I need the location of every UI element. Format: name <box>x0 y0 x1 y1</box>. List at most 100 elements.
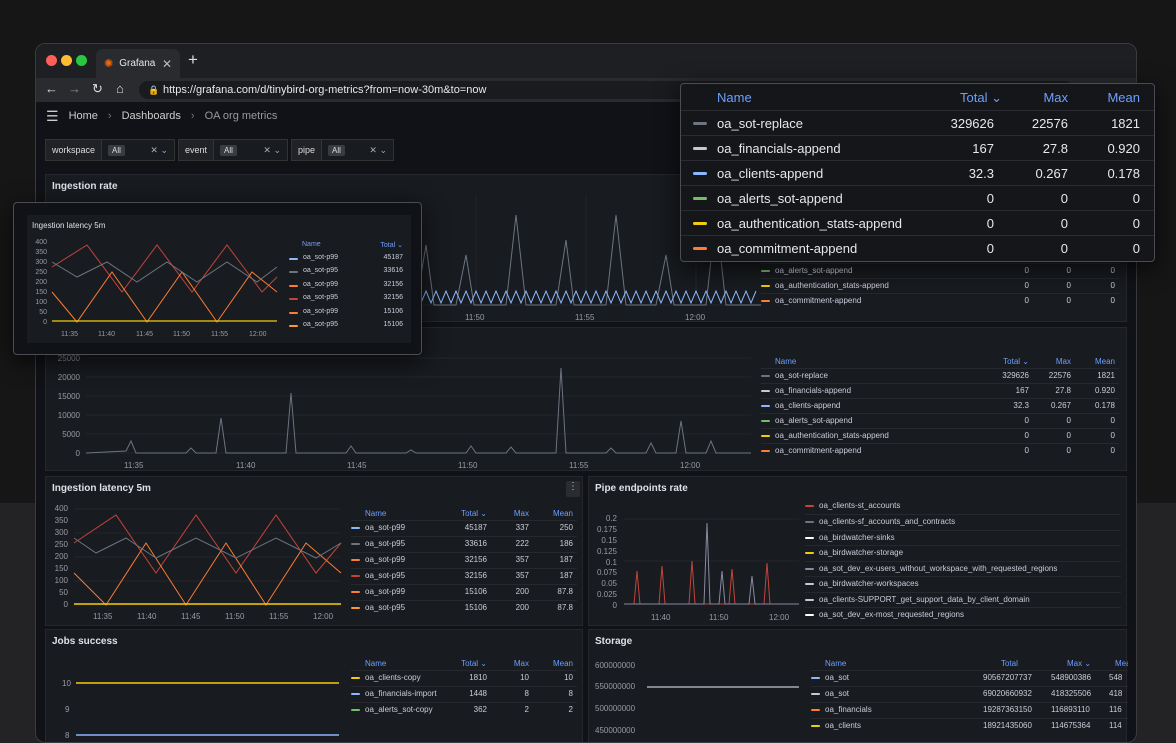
column-header-max[interactable]: Max <box>513 509 529 518</box>
legend-row[interactable]: oa_sot-replace 329626 22576 1821 <box>681 110 1154 135</box>
column-header-mean[interactable]: Mean <box>552 509 573 518</box>
legend-row[interactable]: oa_authentication_stats-append 0 0 0 <box>761 428 1119 443</box>
legend-row[interactable]: oa_financials-append 167 27.8 0.920 <box>761 383 1119 398</box>
back-icon[interactable]: ← <box>45 81 58 96</box>
legend-row[interactable]: oa_clients-sf_accounts_and_contracts <box>805 514 1121 529</box>
clear-icon[interactable]: ✕ ⌄ <box>263 144 281 155</box>
legend-row[interactable]: oa_commitment-append 0 0 0 <box>761 443 1119 458</box>
filter-workspace[interactable]: workspace All ✕ ⌄ <box>45 139 175 161</box>
forward-icon[interactable]: → <box>68 81 81 96</box>
legend-row[interactable]: oa_alerts_sot-append 0 0 0 <box>761 413 1119 428</box>
legend-row[interactable]: oa_sot-p95 15106 200 87.8 <box>351 600 577 615</box>
legend-row[interactable]: oa_alerts_sot-append 0 0 0 <box>681 185 1154 210</box>
legend-row[interactable]: oa_sot 90567207737 548900386 548 <box>811 670 1128 685</box>
series-name: oa_clients <box>825 721 862 730</box>
legend-row[interactable]: oa_sot-p99 45187 337 250 <box>351 520 577 535</box>
browser-tab[interactable]: ✺ Grafana ✕ <box>96 49 180 78</box>
column-header-total[interactable]: Total ⌄ <box>461 659 487 668</box>
column-header-mean[interactable]: Mean <box>1115 659 1128 668</box>
filter-event[interactable]: event All ✕ ⌄ <box>178 139 288 161</box>
maximize-window-button[interactable] <box>76 55 87 66</box>
column-header-total[interactable]: Total ⌄ <box>1003 357 1029 366</box>
home-icon[interactable]: ⌂ <box>116 81 124 96</box>
jobs-success-chart: 10 9 8 <box>62 679 339 740</box>
column-header-total[interactable]: Total <box>1001 659 1018 668</box>
breadcrumb-home[interactable]: Home <box>68 110 98 122</box>
legend-row[interactable]: oa_sot-p95 33616 222 186 <box>351 536 577 551</box>
column-header-name[interactable]: Name <box>365 659 387 668</box>
legend-row[interactable]: oa_clients-SUPPORT_get_support_data_by_c… <box>805 592 1121 607</box>
legend-row[interactable]: oa_sot-p95 33616 <box>289 265 407 280</box>
column-header-max[interactable]: Max <box>1055 357 1071 366</box>
legend-row[interactable]: oa_authentication_stats-append 0 0 0 <box>681 210 1154 235</box>
column-header-max[interactable]: Max ⌄ <box>1067 659 1092 668</box>
total-value: 33616 <box>383 267 403 274</box>
total-value: 0 <box>1024 281 1029 290</box>
column-header-name[interactable]: Name <box>365 509 387 518</box>
legend-row[interactable]: oa_clients-append 32.3 0.267 0.178 <box>761 398 1119 413</box>
column-header-mean[interactable]: Mean <box>1107 90 1140 105</box>
filter-value[interactable]: All <box>108 144 125 156</box>
legend-row[interactable]: oa_financials 19287363150 116893110 116 <box>811 702 1128 717</box>
legend-row[interactable]: oa_sot-p99 32156 357 187 <box>351 552 577 567</box>
column-header-name[interactable]: Name <box>775 357 797 366</box>
clear-icon[interactable]: ✕ ⌄ <box>150 144 168 155</box>
legend-row[interactable]: oa_clients 18921435060 114675364 114 <box>811 718 1128 733</box>
legend-row[interactable]: oa_birdwatcher-storage <box>805 545 1121 560</box>
menu-icon[interactable]: ☰ <box>46 107 59 124</box>
legend-row[interactable]: oa_financials-import 1448 8 8 <box>351 686 577 701</box>
breadcrumb-dashboards[interactable]: Dashboards <box>121 110 181 122</box>
legend-row[interactable]: oa_alerts_sot-append 0 0 0 <box>761 263 1119 278</box>
y-tick: 25000 <box>58 354 81 363</box>
x-tick: 12:00 <box>313 612 334 621</box>
reload-icon[interactable]: ↻ <box>92 81 103 96</box>
legend-row[interactable]: oa_sot_dev_ex-users_without_workspace_wi… <box>805 561 1121 576</box>
series-name: oa_sot-p99 <box>365 587 406 596</box>
legend-row[interactable]: oa_sot-p95 32156 357 187 <box>351 568 577 583</box>
legend-row[interactable]: oa_commitment-append 0 0 0 <box>761 293 1119 308</box>
filter-value[interactable]: All <box>220 144 237 156</box>
legend-row[interactable]: oa_alerts_sot-copy 362 2 2 <box>351 702 577 717</box>
column-header-mean[interactable]: Mean <box>552 659 573 668</box>
minimize-window-button[interactable] <box>61 55 72 66</box>
filter-key: event <box>179 140 215 160</box>
legend-row[interactable]: oa_clients-append 32.3 0.267 0.178 <box>681 160 1154 185</box>
filter-value[interactable]: All <box>328 144 345 156</box>
legend-row[interactable]: oa_commitment-append 0 0 0 <box>681 235 1154 260</box>
column-header-total[interactable]: Total ⌄ <box>461 509 487 518</box>
column-header-max[interactable]: Max <box>513 659 529 668</box>
column-header-mean[interactable]: Mean <box>1094 357 1115 366</box>
legend-row[interactable]: oa_sot-p99 32156 <box>289 279 407 294</box>
filter-pipe[interactable]: pipe All ✕ ⌄ <box>291 139 394 161</box>
legend-row[interactable]: oa_sot-p99 45187 <box>289 252 407 267</box>
legend-row[interactable]: oa_birdwatcher-workspaces <box>805 576 1121 591</box>
legend-row[interactable]: oa_sot-p99 15106 200 87.8 <box>351 584 577 599</box>
column-header-name[interactable]: Name <box>825 659 847 668</box>
legend-row[interactable]: oa_sot-p99 15106 <box>289 306 407 321</box>
column-header-total[interactable]: Total ⌄ <box>380 242 403 249</box>
latency-legend: Name Total ⌄ Max Mean oa_sot-p99 45187 337… <box>351 509 577 619</box>
panel-menu-icon[interactable]: ⋮ <box>566 481 580 497</box>
legend-row[interactable]: oa_sot 69020660932 418325506 418 <box>811 686 1128 701</box>
close-window-button[interactable] <box>46 55 57 66</box>
column-header-total[interactable]: Total ⌄ <box>960 90 1002 105</box>
column-header-name[interactable]: Name <box>302 241 321 248</box>
y-tick: 10 <box>62 679 71 688</box>
legend-row[interactable]: oa_authentication_stats-append 0 0 0 <box>761 278 1119 293</box>
column-header-name[interactable]: Name <box>717 90 752 105</box>
new-tab-button[interactable]: + <box>188 50 198 69</box>
column-header-max[interactable]: Max <box>1043 90 1068 105</box>
legend-row[interactable]: oa_clients-copy 1810 10 10 <box>351 670 577 685</box>
legend-row[interactable]: oa_financials-append 167 27.8 0.920 <box>681 135 1154 160</box>
max-value: 0.267 <box>1050 401 1071 410</box>
close-tab-icon[interactable]: ✕ <box>161 56 172 71</box>
legend-row[interactable]: oa_sot-replace 329626 22576 1821 <box>761 368 1119 383</box>
legend-row[interactable]: oa_clients-st_accounts <box>805 499 1121 514</box>
legend-row[interactable]: oa_sot-p95 15106 <box>289 319 407 334</box>
legend-row[interactable]: oa_sot-p95 32156 <box>289 292 407 307</box>
legend-row[interactable]: oa_birdwatcher-sinks <box>805 530 1121 545</box>
series-name: oa_clients-append <box>717 166 824 181</box>
legend-row[interactable]: oa_sot_dev_ex-most_requested_regions <box>805 607 1121 619</box>
series-swatch <box>693 122 707 125</box>
clear-icon[interactable]: ✕ ⌄ <box>369 144 387 155</box>
